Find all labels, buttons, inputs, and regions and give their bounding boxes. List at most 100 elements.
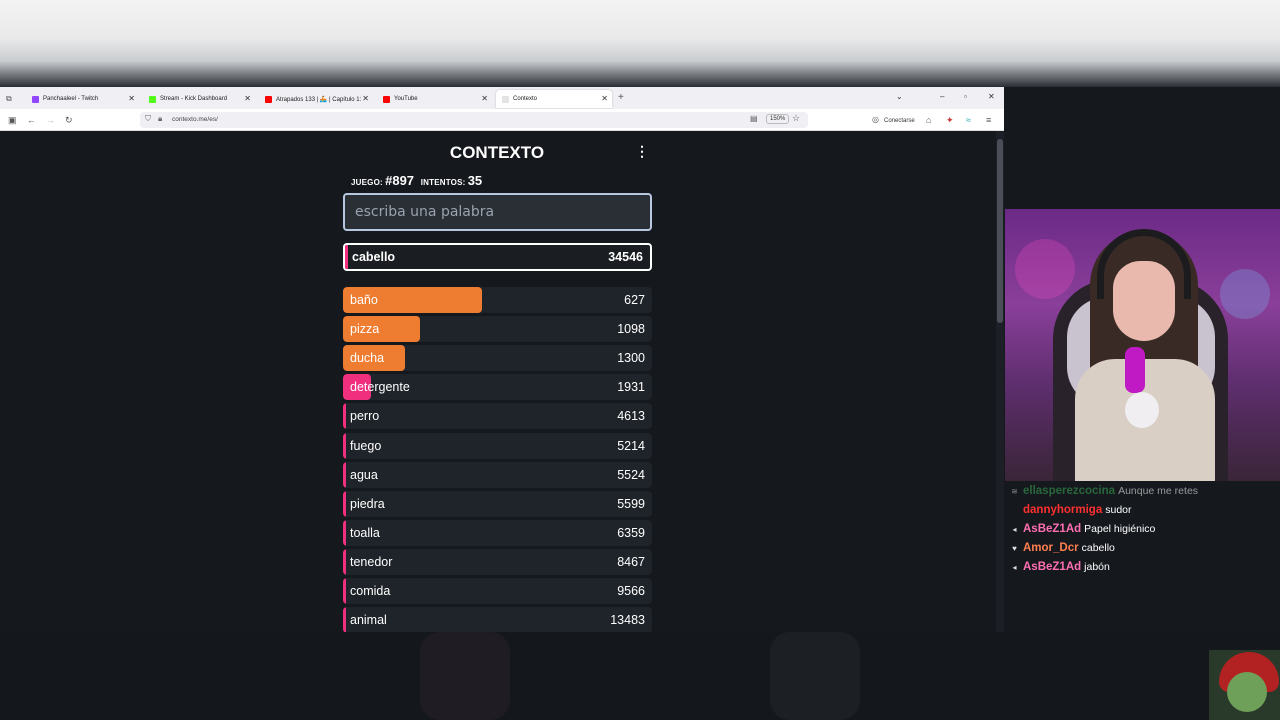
guess-row: ducha 1300 xyxy=(343,345,652,371)
guess-word: ducha xyxy=(350,351,385,365)
chat-username: AsBeZ1Ad xyxy=(1023,523,1082,535)
guess-word: toalla xyxy=(350,526,380,540)
chat-username: AsBeZ1Ad xyxy=(1023,561,1082,573)
url-text[interactable]: contexto.me/es/ xyxy=(172,116,218,123)
tab-close-icon[interactable]: ✕ xyxy=(362,94,369,103)
zoom-level[interactable]: 150% xyxy=(766,114,790,124)
guess-word: perro xyxy=(350,409,380,423)
guess-row: pizza 1098 xyxy=(343,316,652,342)
guess-word: baño xyxy=(350,293,378,307)
chat-text: cabello xyxy=(1081,542,1115,554)
guess-word: detergente xyxy=(350,380,410,394)
guess-distance: 13483 xyxy=(610,613,645,627)
guess-row: toalla 6359 xyxy=(343,520,652,546)
game-label: JUEGO: xyxy=(351,178,383,187)
shield-icon[interactable]: ⛉ xyxy=(145,114,151,123)
tab-list-chevron-icon[interactable]: ⌄ xyxy=(896,92,903,101)
scrollbar[interactable] xyxy=(996,131,1004,632)
extensions-icon[interactable]: ⌂ xyxy=(926,115,932,125)
current-guess-word: cabello xyxy=(352,250,396,264)
lock-icon[interactable]: 🔒︎ xyxy=(158,114,163,123)
guess-proximity-bar xyxy=(343,462,346,488)
plush-toy xyxy=(1125,392,1159,428)
chat-message: dannyhormiga sudor xyxy=(1010,502,1132,518)
browser-tab[interactable]: YouTube ✕ xyxy=(377,90,492,108)
browser-tab[interactable]: Panchaaleel - Twitch ✕ xyxy=(26,90,139,108)
browser-tab[interactable]: Contexto ✕ xyxy=(496,90,612,108)
bookmark-star-icon[interactable]: ☆ xyxy=(792,113,801,123)
guess-row: perro 4613 xyxy=(343,403,652,429)
chat-message: ♥ Amor_Dcr cabello xyxy=(1010,540,1115,556)
chat-badge-icon: ◂ xyxy=(1012,562,1017,572)
tab-close-icon[interactable]: ✕ xyxy=(601,94,608,103)
maximize-button[interactable]: ▫ xyxy=(964,92,967,101)
word-input[interactable] xyxy=(343,193,652,231)
browser-tab[interactable]: Atrapados 133 | 🚣 | Capítulo 1: ✕ xyxy=(259,90,373,108)
guess-proximity-bar xyxy=(343,549,346,575)
guess-row: tenedor 8467 xyxy=(343,549,652,575)
browser-tab[interactable]: Stream - Kick Dashboard ✕ xyxy=(143,90,255,108)
more-options-icon[interactable]: ⋮ xyxy=(635,143,649,159)
navigation-bar: ▣ ← → ↻ ⛉ 🔒︎ contexto.me/es/ ▤ 150% ☆ ◎ … xyxy=(0,109,1004,131)
back-button[interactable]: ← xyxy=(27,115,36,125)
account-icon[interactable]: ◎ xyxy=(872,115,879,124)
chat-badge-icon: ♥ xyxy=(1012,543,1017,553)
tab-favicon-icon xyxy=(265,95,272,103)
tab-bar: ⧉ Panchaaleel - Twitch ✕ Stream - Kick Das… xyxy=(0,87,1004,109)
minimize-button[interactable]: – xyxy=(940,92,945,101)
chat-message: ◂ AsBeZ1Ad jabón xyxy=(1010,559,1109,575)
guess-distance: 5599 xyxy=(617,497,645,511)
tab-favicon-icon xyxy=(502,95,509,103)
extension-puzzle-icon[interactable]: ✦ xyxy=(946,115,954,125)
tab-close-icon[interactable]: ✕ xyxy=(128,94,135,103)
tab-label: Atrapados 133 | 🚣 | Capítulo 1: xyxy=(276,96,362,103)
guess-proximity-bar xyxy=(343,491,346,517)
translate-icon[interactable]: ≈ xyxy=(966,115,971,125)
menu-icon[interactable]: ≡ xyxy=(986,115,992,125)
game-number: #897 xyxy=(385,173,415,188)
chat-text: Papel higiénico xyxy=(1084,523,1156,535)
game-info: JUEGO: #897 INTENTOS: 35 xyxy=(351,173,482,188)
guess-row: animal 13483 xyxy=(343,607,652,632)
guess-distance: 1931 xyxy=(617,380,645,394)
guess-row: fuego 5214 xyxy=(343,433,652,459)
chat-text: sudor xyxy=(1105,504,1132,516)
tab-overview-icon[interactable]: ⧉ xyxy=(6,94,12,103)
guess-proximity-bar xyxy=(343,520,346,546)
sidebar-icon[interactable]: ▣ xyxy=(8,115,17,125)
guess-distance: 8467 xyxy=(617,555,645,569)
chat-message: ≋ ellasperezcocina Aunque me retes xyxy=(1010,483,1198,499)
guess-word: animal xyxy=(350,613,387,627)
chat-username: dannyhormiga xyxy=(1023,504,1103,516)
connect-label[interactable]: Conectarse xyxy=(884,118,915,124)
guess-distance: 4613 xyxy=(617,409,645,423)
headset xyxy=(1097,229,1191,299)
chat-badge-icon: ≋ xyxy=(1011,486,1018,496)
guess-distance: 1098 xyxy=(617,322,645,336)
reload-button[interactable]: ↻ xyxy=(65,115,73,125)
new-tab-button[interactable]: + xyxy=(618,92,624,103)
tab-close-icon[interactable]: ✕ xyxy=(244,94,251,103)
address-bar[interactable]: ⛉ 🔒︎ contexto.me/es/ ▤ 150% ☆ xyxy=(140,112,808,128)
scrollbar-thumb[interactable] xyxy=(997,139,1003,323)
close-window-button[interactable]: ✕ xyxy=(988,92,995,101)
chat-username: ellasperezcocina xyxy=(1023,485,1116,497)
zombie-avatar-icon xyxy=(1209,650,1280,720)
guess-row: comida 9566 xyxy=(343,578,652,604)
forward-button[interactable]: → xyxy=(46,115,55,125)
blurred-background-bottom xyxy=(0,632,1280,720)
tab-label: Stream - Kick Dashboard xyxy=(160,96,228,102)
contexto-page: CONTEXTO ⋮ JUEGO: #897 INTENTOS: 35 cabe… xyxy=(0,131,1004,632)
tab-label: Contexto xyxy=(513,96,538,102)
webcam-feed xyxy=(1005,209,1280,481)
guess-distance: 9566 xyxy=(617,584,645,598)
blurred-background-top xyxy=(0,0,1280,87)
reader-view-icon[interactable]: ▤ xyxy=(750,114,758,123)
current-guess-row: cabello 34546 xyxy=(343,243,652,271)
tab-close-icon[interactable]: ✕ xyxy=(481,94,488,103)
chat-text: Aunque me retes xyxy=(1118,485,1199,497)
guess-distance: 627 xyxy=(624,293,645,307)
microphone xyxy=(1125,347,1145,393)
guess-word: agua xyxy=(350,468,378,482)
guess-row: detergente 1931 xyxy=(343,374,652,400)
